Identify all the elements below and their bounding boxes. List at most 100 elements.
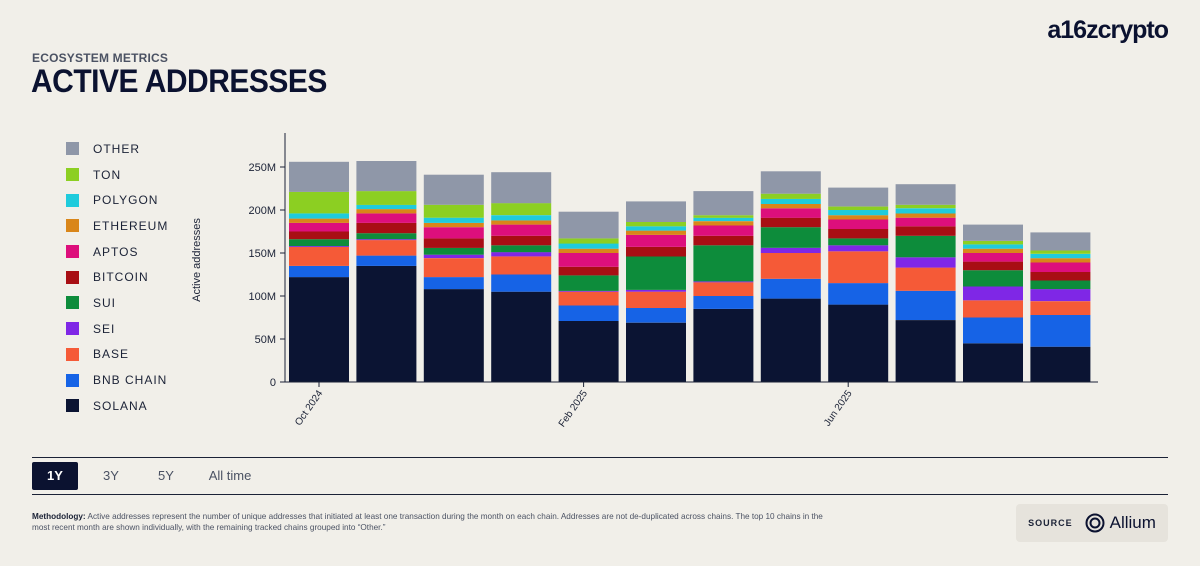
bar-segment-ethereum bbox=[626, 230, 686, 235]
bar-segment-sei bbox=[963, 286, 1023, 301]
legend-label: POLYGON bbox=[93, 193, 159, 208]
bar-segment-ethereum bbox=[289, 218, 349, 223]
bar-segment-base bbox=[626, 291, 686, 308]
bar-segment-sei bbox=[626, 290, 686, 292]
bar-segment-ethereum bbox=[423, 222, 484, 228]
bar-segment-sei bbox=[289, 246, 349, 247]
bar-segment-sei bbox=[356, 239, 417, 241]
y-tick-label: 0 bbox=[270, 377, 276, 389]
bar-segment-bitcoin bbox=[895, 226, 956, 236]
page-title: ACTIVE ADDRESSES bbox=[31, 64, 327, 100]
x-axis: Oct 2024 Feb 2025 Jun 2025 bbox=[285, 381, 1098, 429]
eyebrow-label: ECOSYSTEM METRICS bbox=[32, 51, 169, 65]
bar-segment-base bbox=[289, 247, 349, 266]
legend-item-polygon: POLYGON bbox=[66, 187, 168, 213]
bar-segment-other bbox=[828, 187, 889, 207]
legend-swatch bbox=[66, 399, 79, 413]
bar-segment-bnb-chain bbox=[289, 265, 349, 278]
bar-segment-polygon bbox=[626, 226, 686, 231]
legend-item-ethereum: ETHEREUM bbox=[66, 213, 168, 239]
a16zcrypto-logo: a16zcrypto bbox=[1047, 16, 1169, 44]
active-addresses-chart: Active addresses 0 50M 100M 150M 200M 250M Oc… bbox=[191, 133, 1098, 429]
bar-segment-solana bbox=[626, 322, 686, 382]
legend-label: SUI bbox=[93, 295, 117, 310]
legend-swatch bbox=[66, 373, 79, 387]
bar-segment-polygon bbox=[1030, 253, 1091, 259]
legend-swatch bbox=[66, 142, 79, 156]
legend-item-ton: TON bbox=[66, 162, 168, 188]
range-tab-5y[interactable]: 5Y bbox=[158, 468, 174, 483]
bar-segment-bnb-chain bbox=[828, 283, 889, 305]
bar-segment-sui bbox=[626, 256, 686, 290]
bar-segment-sei bbox=[558, 290, 619, 292]
bar-segment-bitcoin bbox=[491, 235, 552, 246]
legend-item-bitcoin: BITCOIN bbox=[66, 264, 168, 290]
bar-segment-ton bbox=[356, 191, 417, 205]
bar-segment-ton bbox=[626, 222, 686, 227]
x-tick-label: Feb 2025 bbox=[557, 388, 590, 429]
legend-swatch bbox=[66, 347, 79, 361]
bar-segment-solana bbox=[558, 320, 619, 382]
range-tab-all-time[interactable]: All time bbox=[208, 468, 252, 483]
methodology-label: Methodology: bbox=[32, 512, 86, 521]
bar-segment-ton bbox=[491, 203, 552, 216]
legend-item-base: BASE bbox=[66, 342, 168, 368]
bar-segment-sei bbox=[423, 254, 484, 259]
bar-segment-bitcoin bbox=[626, 247, 686, 257]
y-tick-label: 200M bbox=[248, 205, 276, 217]
bar-segment-ton bbox=[895, 204, 956, 209]
bar-segment-ton bbox=[1030, 250, 1091, 254]
bar-segment-polygon bbox=[828, 210, 889, 216]
bar-segment-sui bbox=[828, 238, 889, 246]
bar-segment-solana bbox=[693, 308, 754, 382]
bar-segment-base bbox=[423, 258, 484, 278]
bar-segment-solana bbox=[760, 298, 821, 382]
bar-segment-solana bbox=[289, 277, 349, 382]
bar-segment-ton bbox=[289, 191, 349, 214]
bar-segment-aptos bbox=[558, 253, 619, 267]
bar-segment-bitcoin bbox=[693, 235, 754, 246]
bar-segment-bnb-chain bbox=[356, 255, 417, 266]
legend-label: BNB CHAIN bbox=[93, 373, 168, 388]
bar-segment-other bbox=[289, 161, 349, 192]
bar-segment-solana bbox=[1030, 346, 1091, 382]
methodology-text: Active addresses represent the number of… bbox=[32, 512, 823, 532]
bar-segment-polygon bbox=[356, 204, 417, 210]
y-axis-label: Active addresses bbox=[191, 218, 203, 302]
bar-segment-sei bbox=[693, 281, 754, 283]
bar-segment-bnb-chain bbox=[491, 274, 552, 292]
bar-segment-other bbox=[895, 184, 956, 205]
legend-label: SOLANA bbox=[93, 398, 148, 413]
bar-segment-bnb-chain bbox=[626, 308, 686, 323]
bar-segment-other bbox=[963, 224, 1023, 241]
bar-segment-sei bbox=[1030, 289, 1091, 302]
y-tick-label: 100M bbox=[248, 291, 276, 303]
bar-segment-ethereum bbox=[760, 204, 821, 209]
allium-brand-name: Allium bbox=[1109, 513, 1156, 532]
bar-segment-sui bbox=[491, 245, 552, 253]
bar-segment-other bbox=[491, 172, 552, 204]
bar-segment-ton bbox=[828, 206, 889, 210]
bar-segment-ethereum bbox=[828, 215, 889, 220]
bar-segment-ethereum bbox=[895, 213, 956, 218]
bar-segment-aptos bbox=[423, 227, 484, 239]
methodology-note: Methodology: Active addresses represent … bbox=[32, 511, 832, 533]
bar-segment-sui bbox=[558, 275, 619, 291]
range-tab-1y[interactable]: 1Y bbox=[32, 462, 78, 490]
bar-segment-bnb-chain bbox=[760, 278, 821, 299]
y-tick-label: 250M bbox=[248, 162, 276, 174]
bar-segment-polygon bbox=[895, 208, 956, 214]
bar-segment-polygon bbox=[423, 217, 484, 223]
bar-segment-aptos bbox=[289, 222, 349, 232]
bar-segment-bnb-chain bbox=[693, 296, 754, 309]
bar-segment-base bbox=[1030, 301, 1091, 315]
bar-segment-bitcoin bbox=[558, 266, 619, 276]
range-tab-3y[interactable]: 3Y bbox=[103, 468, 119, 483]
bar-segment-other bbox=[693, 191, 754, 216]
bar-segment-bnb-chain bbox=[963, 317, 1023, 344]
legend-swatch bbox=[66, 270, 79, 284]
bar-segment-ethereum bbox=[558, 248, 619, 253]
legend-label: BASE bbox=[93, 347, 130, 362]
bar-segment-solana bbox=[895, 320, 956, 382]
y-tick-label: 150M bbox=[248, 248, 276, 260]
